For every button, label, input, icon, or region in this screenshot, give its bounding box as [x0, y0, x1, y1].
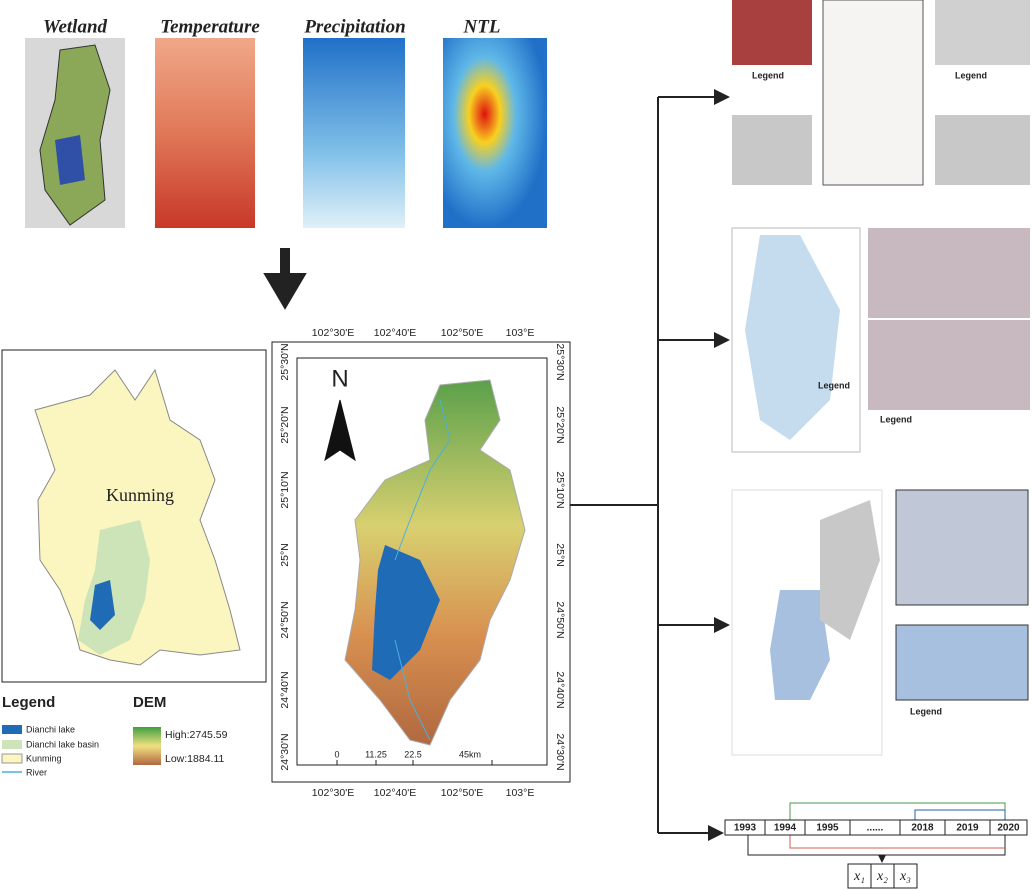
- x-label: 102°50'E: [441, 327, 483, 339]
- y-label: 25°20'N: [279, 406, 291, 443]
- panel-3d: [935, 0, 1030, 65]
- bracket: [914, 809, 1006, 820]
- legend-item: River: [26, 767, 47, 777]
- panel-legend: Legend: [910, 706, 942, 716]
- variable-cell: [893, 863, 918, 889]
- panel-legend: Legend: [752, 70, 784, 80]
- down-arrow: [263, 248, 307, 310]
- wetland-shape: [39, 44, 111, 226]
- y-label: 24°50'N: [554, 601, 566, 638]
- panel-cover: [820, 500, 880, 640]
- timeline-year: 2019: [956, 823, 979, 834]
- panel-title: Temperature: [160, 16, 260, 37]
- panel-zoom: [895, 489, 1029, 606]
- scale-bar: [336, 760, 493, 766]
- bracket: [789, 802, 1006, 820]
- swatch: [2, 740, 22, 749]
- x-label: 102°50'E: [441, 787, 483, 799]
- panel-3d: [732, 0, 812, 65]
- kunming-area: [34, 368, 241, 666]
- panel-3d: [868, 228, 1030, 318]
- panel-zoom: [895, 624, 1029, 701]
- y-label: 25°30'N: [279, 343, 291, 380]
- x-label: 103°E: [506, 327, 535, 339]
- y-label: 25°10'N: [279, 471, 291, 508]
- dem-lake: [372, 545, 440, 680]
- timeline-year: ......: [867, 823, 884, 834]
- lake-area: [90, 580, 115, 630]
- panel-lake: [770, 590, 830, 700]
- variable: x₂: [876, 869, 888, 884]
- dem-river: [394, 399, 451, 741]
- scale-label: 22.5: [404, 749, 422, 759]
- x-label: 102°30'E: [312, 327, 354, 339]
- north-arrow: [324, 399, 356, 462]
- scale-label: 0: [334, 749, 339, 759]
- legend-item: Dianchi lake: [26, 724, 75, 734]
- dem-ramp: [133, 727, 161, 765]
- x-label: 102°40'E: [374, 787, 416, 799]
- y-label: 25°N: [554, 543, 566, 566]
- bracket: [789, 835, 1005, 849]
- north-label: N: [331, 365, 348, 392]
- y-label: 25°30'N: [554, 343, 566, 380]
- bracket: [747, 835, 1006, 856]
- dem-title: DEM: [133, 694, 166, 711]
- panel-3d: [935, 115, 1030, 185]
- panel-legend: Legend: [880, 414, 912, 424]
- legend-item: Kunming: [26, 753, 62, 763]
- timeline-year: 2018: [911, 823, 934, 834]
- connector: [570, 97, 659, 833]
- y-label: 24°40'N: [279, 671, 291, 708]
- x-label: 102°30'E: [312, 787, 354, 799]
- scale-label: 45km: [459, 749, 481, 759]
- region-label: Kunming: [106, 485, 174, 505]
- timeline-year: 1995: [816, 823, 839, 834]
- scale-label: 11.25: [365, 749, 387, 759]
- timeline-cell: [989, 819, 1028, 836]
- panel-3d: [868, 320, 1030, 410]
- timeline-year: 1994: [774, 823, 797, 834]
- panel-3d: [732, 115, 812, 185]
- dem-high: High:2745.59: [165, 729, 228, 741]
- ntl-image: [443, 38, 547, 228]
- legend-item: Dianchi lake basin: [26, 739, 99, 749]
- variable: x₁: [853, 869, 865, 884]
- x-label: 103°E: [506, 787, 535, 799]
- y-label: 24°30'N: [554, 733, 566, 770]
- panel-title: Precipitation: [303, 16, 405, 37]
- y-label: 25°10'N: [554, 471, 566, 508]
- precipitation-image: [303, 38, 405, 228]
- timeline-year: 2020: [997, 823, 1020, 834]
- y-label: 24°40'N: [554, 671, 566, 708]
- swatch: [1, 753, 23, 764]
- panel-legend: Legend: [955, 70, 987, 80]
- swatch: [2, 725, 22, 734]
- variable: x₃: [899, 869, 911, 884]
- temperature-image: [155, 38, 255, 228]
- panel-cells: [745, 235, 840, 440]
- legend-title: Legend: [2, 694, 55, 711]
- y-label: 24°50'N: [279, 601, 291, 638]
- panel-grid-map: [822, 0, 924, 186]
- y-label: 24°30'N: [279, 733, 291, 770]
- x-label: 102°40'E: [374, 327, 416, 339]
- panel-title: NTL: [463, 16, 501, 37]
- y-label: 25°20'N: [554, 406, 566, 443]
- panel-title: Wetland: [43, 16, 108, 37]
- panel-legend: Legend: [818, 380, 850, 390]
- y-label: 25°N: [279, 543, 291, 566]
- wetland-lake: [55, 135, 85, 185]
- dem-low: Low:1884.11: [165, 753, 225, 765]
- timeline-year: 1993: [734, 823, 757, 834]
